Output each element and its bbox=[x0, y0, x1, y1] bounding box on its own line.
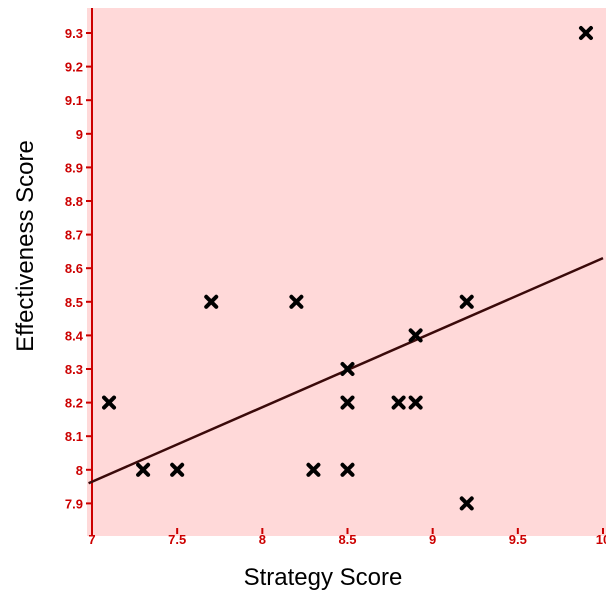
data-point bbox=[289, 294, 304, 309]
data-point bbox=[340, 462, 355, 477]
y-tick-label: 9.3 bbox=[65, 26, 83, 41]
y-tick-label: 8.2 bbox=[65, 396, 83, 411]
y-tick-label: 8.4 bbox=[65, 328, 84, 343]
x-tick-label: 9.5 bbox=[509, 532, 527, 547]
y-tick-label: 9.1 bbox=[65, 93, 83, 108]
y-tick-label: 8.3 bbox=[65, 362, 83, 377]
plot-area bbox=[87, 8, 606, 536]
y-axis-ticks: 7.9 8 8.1 8.2 8.3 8.4 8.5 8.6 8.7 8.8 8.9 9 9.1 9.2 9.… bbox=[65, 26, 92, 511]
y-tick-label: 8.8 bbox=[65, 194, 83, 209]
data-point bbox=[306, 462, 321, 477]
data-point bbox=[340, 362, 355, 376]
data-point bbox=[136, 462, 151, 477]
data-point bbox=[408, 328, 423, 343]
y-tick-label: 8.5 bbox=[65, 295, 83, 310]
y-axis-title: Effectiveness Score bbox=[12, 140, 39, 352]
data-point bbox=[408, 395, 423, 410]
x-tick-label: 8.5 bbox=[338, 532, 356, 547]
data-point bbox=[578, 26, 593, 40]
x-tick-label: 10 bbox=[596, 532, 606, 547]
y-tick-label: 8 bbox=[76, 463, 83, 478]
y-tick-label: 9 bbox=[76, 127, 83, 142]
x-tick-label: 8 bbox=[259, 532, 266, 547]
data-point bbox=[459, 294, 474, 309]
x-tick-label: 9 bbox=[429, 532, 436, 547]
data-points bbox=[102, 26, 593, 511]
y-tick-label: 9.2 bbox=[65, 60, 83, 75]
x-axis-title: Strategy Score bbox=[244, 564, 403, 590]
data-point bbox=[340, 395, 355, 410]
data-point bbox=[204, 294, 219, 309]
data-point bbox=[459, 496, 474, 511]
x-tick-label: 7 bbox=[88, 532, 95, 547]
y-tick-label: 8.9 bbox=[65, 160, 83, 175]
x-tick-label: 7.5 bbox=[168, 532, 186, 547]
data-point bbox=[391, 395, 406, 410]
y-tick-label: 8.7 bbox=[65, 228, 83, 243]
y-tick-label: 8.6 bbox=[65, 261, 83, 276]
data-point bbox=[102, 395, 117, 410]
data-point bbox=[170, 462, 185, 477]
y-tick-label: 7.9 bbox=[65, 496, 83, 511]
y-tick-label: 8.1 bbox=[65, 429, 83, 444]
